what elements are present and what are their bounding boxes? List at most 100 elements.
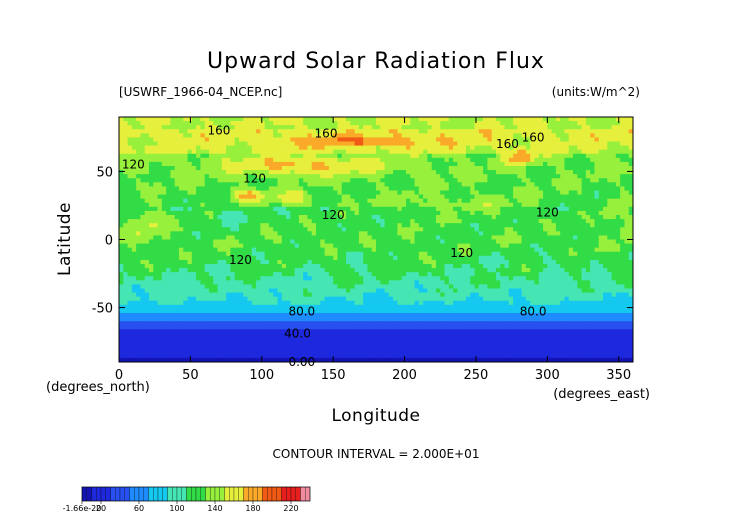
field-cell xyxy=(200,125,206,130)
field-cell xyxy=(487,186,493,192)
field-cell xyxy=(440,121,446,126)
field-cell xyxy=(307,153,313,159)
field-cell xyxy=(367,170,373,175)
field-cell xyxy=(525,166,531,171)
field-cell xyxy=(585,215,591,220)
field-cell xyxy=(611,255,617,261)
field-cell xyxy=(555,219,561,224)
field-cell xyxy=(350,198,356,204)
field-cell xyxy=(367,255,373,261)
field-cell xyxy=(298,161,304,167)
field-cell xyxy=(538,243,544,249)
field-cell xyxy=(346,178,351,183)
field-cell xyxy=(418,276,424,281)
field-cell xyxy=(568,133,574,139)
field-cell xyxy=(243,161,249,167)
field-cell xyxy=(393,243,399,249)
field-cell xyxy=(166,141,171,147)
field-cell xyxy=(316,231,321,237)
field-cell xyxy=(333,223,339,228)
field-cell xyxy=(590,243,596,249)
field-cell xyxy=(474,170,480,175)
field-cell xyxy=(363,153,369,159)
field-cell xyxy=(273,264,279,269)
field-cell xyxy=(281,153,287,159)
field-cell xyxy=(461,125,467,130)
field-cell xyxy=(191,137,197,143)
field-cell xyxy=(543,149,548,155)
field-cell xyxy=(217,174,223,179)
field-cell xyxy=(346,129,351,134)
field-cell xyxy=(307,272,313,277)
field-cell xyxy=(251,190,257,196)
field-cell xyxy=(624,202,630,208)
field-cell xyxy=(161,227,167,232)
field-cell xyxy=(435,153,441,159)
field-cell xyxy=(581,182,587,188)
field-cell xyxy=(590,264,596,269)
field-cell xyxy=(316,121,321,126)
field-cell xyxy=(178,190,184,196)
field-cell xyxy=(573,117,578,122)
field-cell xyxy=(453,276,458,281)
field-cell xyxy=(251,272,257,277)
field-cell xyxy=(560,223,566,228)
field-cell xyxy=(260,133,266,139)
field-cell xyxy=(560,186,566,192)
field-cell xyxy=(573,231,578,237)
field-cell xyxy=(119,280,124,286)
field-cell xyxy=(350,206,356,212)
field-cell xyxy=(200,141,206,147)
field-cell xyxy=(504,178,510,183)
field-cell xyxy=(290,198,296,204)
field-cell xyxy=(620,198,626,204)
field-cell xyxy=(448,272,454,277)
field-cell xyxy=(341,259,347,265)
field-cell xyxy=(388,125,394,130)
field-cell xyxy=(474,145,480,151)
field-cell xyxy=(376,239,381,245)
field-cell xyxy=(196,227,201,232)
field-cell xyxy=(320,149,326,155)
field-cell xyxy=(457,251,463,257)
field-cell xyxy=(286,239,291,245)
field-cell xyxy=(401,264,407,269)
field-cell xyxy=(178,219,184,224)
field-cell xyxy=(238,259,244,265)
field-cell xyxy=(174,194,180,200)
field-cell xyxy=(547,272,553,277)
field-cell xyxy=(170,210,176,216)
field-cell xyxy=(268,145,274,151)
field-cell xyxy=(508,153,514,159)
field-cell xyxy=(483,243,488,249)
field-cell xyxy=(140,247,146,253)
field-cell xyxy=(376,141,381,147)
field-cell xyxy=(380,239,386,245)
field-cell xyxy=(517,243,523,249)
field-cell xyxy=(221,194,227,200)
field-cell xyxy=(427,194,433,200)
field-cell xyxy=(140,235,146,241)
field-cell xyxy=(504,280,510,286)
field-cell xyxy=(513,198,518,204)
field-cell xyxy=(324,235,330,241)
field-cell xyxy=(474,174,480,179)
field-cell xyxy=(414,280,420,286)
field-cell xyxy=(333,202,339,208)
field-cell xyxy=(341,190,347,196)
field-cell xyxy=(393,239,399,245)
field-cell xyxy=(401,280,407,286)
field-cell xyxy=(256,219,261,224)
field-cell xyxy=(418,182,424,188)
field-cell xyxy=(513,239,518,245)
field-cell xyxy=(427,182,433,188)
field-cell xyxy=(581,243,587,249)
field-cell xyxy=(311,268,317,273)
field-cell xyxy=(581,174,587,179)
field-cell xyxy=(577,174,583,179)
field-cell xyxy=(320,186,326,192)
field-cell xyxy=(615,166,621,171)
field-cell xyxy=(153,121,159,126)
field-cell xyxy=(234,157,240,163)
field-cell xyxy=(281,210,287,216)
